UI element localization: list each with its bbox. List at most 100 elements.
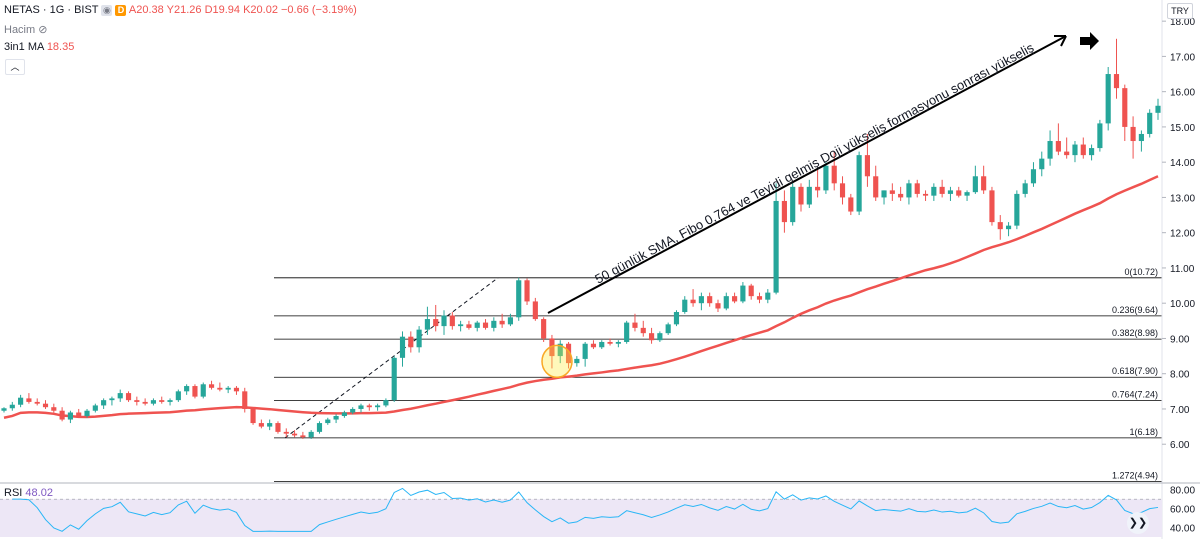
candle-body	[441, 315, 447, 327]
candles-layer	[1, 38, 1161, 439]
candle-body	[881, 190, 887, 198]
candle	[1047, 130, 1053, 166]
candle	[1072, 141, 1078, 163]
delayed-badge[interactable]: D	[115, 4, 127, 16]
eye-icon[interactable]: ◉	[101, 4, 113, 16]
candle	[881, 190, 887, 205]
volume-label[interactable]: Hacim	[4, 24, 36, 36]
ma-value: 18.35	[46, 41, 75, 53]
candle	[9, 401, 15, 411]
candle-body	[1030, 169, 1037, 184]
candle-body	[200, 384, 206, 397]
candle-body	[1113, 74, 1120, 89]
candle	[125, 391, 132, 402]
scroll-to-realtime-button[interactable]: ❯❯	[1127, 512, 1149, 534]
price-tick-label: 8.00	[1170, 370, 1190, 381]
eye-hidden-icon[interactable]: ⊘	[38, 24, 48, 36]
candle	[76, 408, 82, 418]
rsi-band	[0, 499, 1162, 537]
candle-body	[482, 322, 489, 328]
candle-body	[790, 186, 796, 223]
candle-body	[914, 183, 920, 194]
candle-body	[532, 301, 538, 320]
candle	[997, 215, 1003, 240]
candle-body	[308, 431, 314, 438]
candle-body	[433, 319, 439, 327]
price-tick-label: 18.00	[1170, 17, 1195, 28]
price-tick-label: 17.00	[1170, 52, 1195, 63]
collapse-legend-button[interactable]: ︿	[5, 59, 25, 75]
candle	[1113, 38, 1120, 99]
rsi-label[interactable]: RSI	[4, 487, 23, 499]
candle-body	[765, 292, 771, 300]
fibo-level-label: 0(10.72)	[1124, 267, 1158, 277]
candle	[657, 331, 663, 342]
candle-body	[242, 391, 248, 409]
candle-body	[458, 324, 464, 327]
candle-body	[632, 322, 638, 328]
candle	[159, 396, 165, 404]
ma-label[interactable]: 3in1 MA	[4, 41, 44, 53]
candle-body	[499, 320, 505, 325]
candle	[839, 176, 846, 205]
symbol-label[interactable]: NETAS · 1G · BIST	[4, 4, 99, 16]
candle	[715, 299, 721, 313]
candle-body	[1072, 144, 1078, 156]
candle	[242, 387, 248, 413]
candle-body	[341, 412, 347, 417]
candle-body	[292, 433, 298, 436]
candle	[92, 403, 98, 413]
candle-body	[1147, 112, 1153, 134]
candle-body	[582, 343, 588, 359]
candle-body	[898, 193, 904, 198]
candle	[366, 403, 372, 411]
candle	[258, 419, 264, 429]
candle	[624, 320, 630, 344]
candle-body	[134, 400, 140, 402]
candle	[26, 393, 32, 404]
candle-body	[815, 186, 821, 191]
candle	[582, 341, 588, 367]
candle	[474, 320, 480, 332]
candle-body	[408, 336, 414, 348]
candle-body	[773, 200, 779, 293]
candle-body	[922, 193, 929, 196]
candle	[283, 428, 289, 438]
candle-body	[184, 386, 190, 392]
price-axis-bg	[1162, 0, 1200, 539]
candle-body	[806, 186, 812, 205]
candle	[458, 320, 464, 332]
candle-body	[997, 222, 1003, 230]
candle	[698, 292, 704, 311]
candle-body	[1155, 105, 1161, 113]
fibo-level-label: 0.618(7.90)	[1112, 366, 1158, 376]
candle-body	[756, 296, 763, 300]
right-arrow-marker	[1080, 32, 1099, 50]
candle	[914, 179, 920, 198]
candle	[972, 165, 978, 194]
candle	[399, 331, 406, 367]
ma-legend: 3in1 MA 18.35	[4, 41, 74, 53]
candle	[682, 296, 688, 314]
candle	[989, 186, 995, 226]
candle-body	[665, 324, 671, 334]
candle	[1022, 179, 1028, 198]
candle-body	[399, 336, 406, 358]
candle-body	[599, 341, 605, 348]
candle	[433, 304, 439, 332]
candle-body	[1039, 158, 1045, 170]
fibo-level-label: 0.382(8.98)	[1112, 328, 1158, 338]
rsi-tick-label: 60.00	[1170, 505, 1195, 516]
candle-body	[964, 192, 970, 196]
candle-body	[466, 324, 472, 328]
candle	[1138, 130, 1144, 152]
candle-body	[732, 296, 738, 302]
rsi-value: 48.02	[25, 487, 53, 499]
candle-body	[325, 419, 331, 424]
currency-button[interactable]: TRY	[1167, 3, 1193, 19]
candle-body	[233, 387, 240, 392]
candle	[233, 386, 240, 395]
candle	[142, 398, 148, 406]
